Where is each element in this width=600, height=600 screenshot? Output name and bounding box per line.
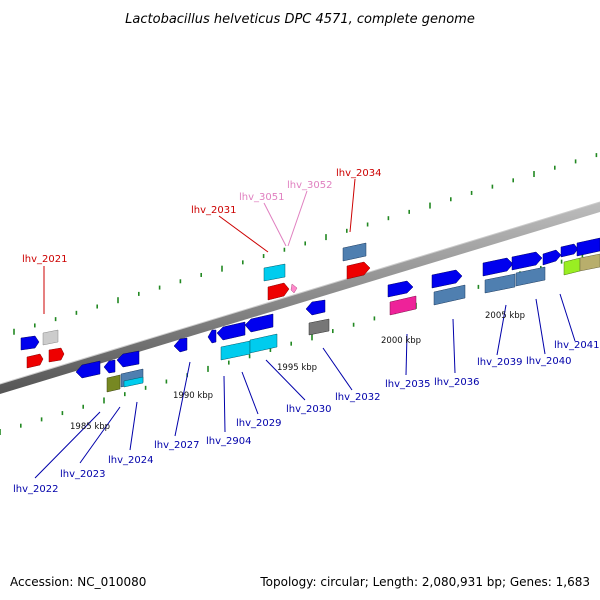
gene-arrow[interactable] bbox=[75, 360, 101, 379]
tick-row-upper bbox=[13, 153, 598, 335]
gene-arrow[interactable] bbox=[267, 282, 290, 301]
gene-arrow[interactable] bbox=[20, 335, 40, 351]
gene-arrow[interactable] bbox=[305, 299, 326, 316]
gene-label-lhv-3051[interactable]: lhv_3051 bbox=[239, 192, 284, 203]
gene-arrow[interactable] bbox=[244, 313, 274, 333]
gene-block[interactable] bbox=[433, 284, 466, 306]
gene-arrow[interactable] bbox=[26, 353, 44, 369]
forward-strand-features bbox=[20, 237, 600, 369]
gene-block[interactable] bbox=[308, 318, 330, 336]
kbp-label: 1990 kbp bbox=[173, 391, 213, 401]
label-connectors bbox=[34, 178, 576, 479]
gene-block[interactable] bbox=[42, 329, 59, 346]
gene-arrow[interactable] bbox=[346, 261, 371, 280]
gene-label-lhv-2034[interactable]: lhv_2034 bbox=[336, 168, 381, 179]
gene-arrow[interactable] bbox=[431, 269, 463, 289]
gene-block[interactable] bbox=[563, 257, 581, 276]
gene-block[interactable] bbox=[579, 253, 600, 272]
kbp-label: 2000 kbp bbox=[381, 336, 421, 346]
gene-label-lhv-2040[interactable]: lhv_2040 bbox=[526, 356, 571, 367]
gene-label-lhv-2041[interactable]: lhv_2041 bbox=[554, 340, 599, 351]
accession-text: Accession: NC_010080 bbox=[10, 575, 146, 589]
gene-block[interactable] bbox=[515, 266, 546, 287]
gene-arrow[interactable] bbox=[576, 237, 600, 257]
gene-label-lhv-2904[interactable]: lhv_2904 bbox=[206, 436, 251, 447]
gene-block[interactable] bbox=[389, 295, 417, 316]
gene-block[interactable] bbox=[263, 263, 286, 282]
gene-label-lhv-2035[interactable]: lhv_2035 bbox=[385, 379, 430, 390]
gene-arrow[interactable] bbox=[216, 321, 246, 341]
gene-block[interactable] bbox=[342, 242, 367, 262]
gene-label-lhv-2023[interactable]: lhv_2023 bbox=[60, 469, 105, 480]
gene-arrow[interactable] bbox=[542, 249, 562, 266]
gene-label-lhv-2022[interactable]: lhv_2022 bbox=[13, 484, 58, 495]
gene-arrow[interactable] bbox=[387, 280, 414, 298]
gene-arrow[interactable] bbox=[290, 283, 298, 294]
gene-labels: lhv_2021 lhv_2022 lhv_2023 lhv_2024 lhv_… bbox=[13, 168, 599, 495]
gene-label-lhv-2039[interactable]: lhv_2039 bbox=[477, 357, 522, 368]
page-title: Lactobacillus helveticus DPC 4571, compl… bbox=[125, 12, 475, 27]
gene-label-lhv-3052[interactable]: lhv_3052 bbox=[287, 180, 332, 191]
genome-summary-text: Topology: circular; Length: 2,080,931 bp… bbox=[259, 575, 590, 589]
gene-block[interactable] bbox=[106, 374, 121, 393]
gene-arrow[interactable] bbox=[207, 329, 217, 344]
kbp-label: 2005 kbp bbox=[485, 311, 525, 321]
gene-block[interactable] bbox=[484, 273, 516, 294]
gene-arrow[interactable] bbox=[116, 350, 140, 368]
gene-arrow[interactable] bbox=[48, 347, 65, 363]
gene-arrow[interactable] bbox=[103, 359, 116, 374]
reverse-strand-features bbox=[75, 299, 330, 393]
gene-label-lhv-2030[interactable]: lhv_2030 bbox=[286, 404, 331, 415]
kbp-label: 1985 kbp bbox=[70, 422, 110, 432]
gene-block[interactable] bbox=[249, 333, 278, 354]
gene-label-lhv-2027[interactable]: lhv_2027 bbox=[154, 440, 199, 451]
genome-axis bbox=[0, 202, 600, 394]
gene-arrow[interactable] bbox=[173, 337, 188, 353]
gene-arrow[interactable] bbox=[560, 243, 579, 258]
gene-block[interactable] bbox=[220, 340, 251, 361]
gene-label-lhv-2036[interactable]: lhv_2036 bbox=[434, 377, 479, 388]
gene-label-lhv-2031[interactable]: lhv_2031 bbox=[191, 205, 236, 216]
gene-arrow[interactable] bbox=[511, 251, 543, 271]
gene-label-lhv-2024[interactable]: lhv_2024 bbox=[108, 455, 153, 466]
gene-label-lhv-2021[interactable]: lhv_2021 bbox=[22, 254, 67, 265]
position-labels: 1985 kbp 1990 kbp 1995 kbp 2000 kbp 2005… bbox=[70, 311, 525, 432]
gene-block[interactable] bbox=[123, 376, 144, 388]
gene-arrow[interactable] bbox=[482, 257, 514, 277]
genome-axis-highlight bbox=[0, 201, 600, 385]
kbp-label: 1995 kbp bbox=[277, 363, 317, 373]
gene-label-lhv-2029[interactable]: lhv_2029 bbox=[236, 418, 281, 429]
gene-label-lhv-2032[interactable]: lhv_2032 bbox=[335, 392, 380, 403]
